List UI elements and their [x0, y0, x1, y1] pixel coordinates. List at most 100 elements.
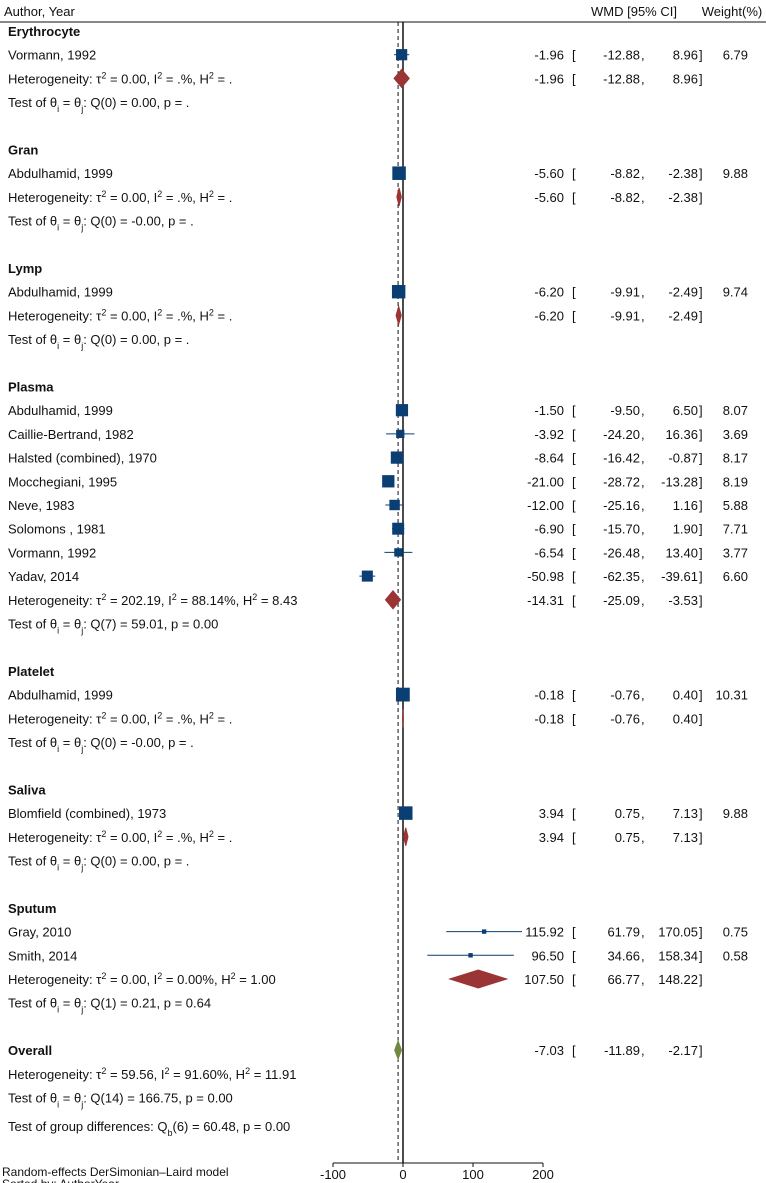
study-ci-bracket-close: ]	[699, 48, 703, 63]
group-summary-ci-bracket-open: [	[572, 830, 576, 845]
x-tick-label: -100	[320, 1167, 346, 1182]
group-summary-ci-comma: ,	[641, 308, 645, 323]
group-summary-diamond	[396, 187, 402, 207]
study-ci-comma: ,	[641, 474, 645, 489]
study-ci-bracket-open: [	[572, 498, 576, 513]
study-ci-bracket-open: [	[572, 403, 576, 418]
group-summary-ci-hi: -2.38	[668, 190, 698, 205]
study-ci-comma: ,	[641, 427, 645, 442]
study-marker	[394, 548, 403, 557]
study-ci-bracket-close: ]	[699, 427, 703, 442]
group-summary-ci-hi: -2.49	[668, 308, 698, 323]
study-ci-est: -5.60	[534, 166, 564, 181]
group-summary-diamond	[393, 68, 410, 89]
group-summary-ci-bracket-close: ]	[699, 190, 703, 205]
study-marker	[392, 166, 406, 180]
overall-ci-lo: -11.89	[604, 1043, 640, 1058]
group-summary-ci-lo: -8.82	[610, 190, 640, 205]
study-label: Halsted (combined), 1970	[8, 451, 157, 466]
study-ci-bracket-open: [	[572, 285, 576, 300]
x-tick-label: 0	[399, 1167, 406, 1182]
group-title: Erythrocyte	[8, 24, 80, 39]
study-label: Solomons , 1981	[8, 522, 106, 537]
study-ci-est: -6.54	[534, 545, 564, 560]
study-ci-est: -3.92	[534, 427, 564, 442]
group-summary-ci-bracket-close: ]	[699, 308, 703, 323]
overall-ci-comma: ,	[641, 1043, 645, 1058]
study-ci-hi: -0.87	[668, 451, 698, 466]
overall-title: Overall	[8, 1043, 52, 1058]
group-heterogeneity: Heterogeneity: τ2 = 0.00, I2 = .%, H2 = …	[8, 710, 232, 726]
study-ci-lo: -0.76	[610, 688, 640, 703]
study-ci-bracket-close: ]	[699, 545, 703, 560]
study-ci-lo: -16.42	[603, 451, 640, 466]
study-ci-comma: ,	[641, 403, 645, 418]
study-weight: 7.71	[723, 522, 748, 537]
study-label: Abdulhamid, 1999	[8, 403, 113, 418]
study-ci-bracket-close: ]	[699, 498, 703, 513]
study-ci-est: -50.98	[527, 569, 564, 584]
group-summary-ci-lo: -0.76	[610, 711, 640, 726]
study-marker	[392, 522, 405, 535]
group-summary-ci-comma: ,	[641, 711, 645, 726]
study-weight: 9.74	[723, 285, 748, 300]
group-summary-ci-bracket-open: [	[572, 593, 576, 608]
study-ci-bracket-open: [	[572, 451, 576, 466]
study-marker	[382, 475, 395, 488]
group-summary-ci-bracket-open: [	[572, 711, 576, 726]
group-summary-ci-hi: 0.40	[673, 711, 698, 726]
group-summary-ci-bracket-open: [	[572, 71, 576, 86]
study-ci-hi: 7.13	[673, 806, 698, 821]
study-ci-est: -12.00	[527, 498, 564, 513]
study-weight: 9.88	[723, 806, 748, 821]
group-summary-ci-lo: -12.88	[603, 71, 640, 86]
study-ci-lo: -8.82	[610, 166, 640, 181]
study-weight: 9.88	[723, 166, 748, 181]
study-ci-hi: 8.96	[673, 48, 698, 63]
group-summary-ci-lo: -25.09	[603, 593, 640, 608]
study-ci-est: -8.64	[534, 451, 564, 466]
study-ci-comma: ,	[641, 522, 645, 537]
group-summary-ci-est: -14.31	[527, 593, 564, 608]
study-ci-lo: -26.48	[603, 545, 640, 560]
study-marker	[389, 499, 400, 511]
study-ci-bracket-close: ]	[699, 403, 703, 418]
study-ci-lo: -9.91	[610, 285, 640, 300]
study-ci-est: -0.18	[534, 688, 564, 703]
group-summary-ci-est: 107.50	[524, 972, 564, 987]
study-ci-bracket-open: [	[572, 806, 576, 821]
group-test: Test of θi = θj: Q(0) = 0.00, p = .	[8, 854, 189, 873]
group-summary-ci-comma: ,	[641, 190, 645, 205]
study-ci-lo: -25.16	[603, 498, 640, 513]
overall-ci-bracket-open: [	[572, 1043, 576, 1058]
study-ci-bracket-open: [	[572, 48, 576, 63]
group-summary-ci-bracket-close: ]	[699, 972, 703, 987]
study-ci-bracket-open: [	[572, 569, 576, 584]
group-summary-ci-est: -5.60	[534, 190, 564, 205]
study-ci-est: -6.90	[534, 522, 564, 537]
study-ci-hi: 1.90	[673, 522, 698, 537]
overall-ci-hi: -2.17	[668, 1043, 698, 1058]
group-heterogeneity: Heterogeneity: τ2 = 0.00, I2 = .%, H2 = …	[8, 307, 232, 323]
study-ci-lo: 34.66	[607, 948, 640, 963]
study-weight: 6.60	[723, 569, 748, 584]
study-marker	[396, 49, 408, 61]
study-ci-hi: 6.50	[673, 403, 698, 418]
group-summary-ci-est: -1.96	[534, 71, 564, 86]
study-marker	[399, 806, 413, 820]
study-weight: 3.77	[723, 545, 748, 560]
study-ci-bracket-open: [	[572, 948, 576, 963]
study-label: Mocchegiani, 1995	[8, 474, 117, 489]
group-summary-diamond	[403, 827, 409, 846]
group-heterogeneity: Heterogeneity: τ2 = 0.00, I2 = .%, H2 = …	[8, 70, 232, 86]
header-weight: Weight(%)	[702, 4, 762, 19]
group-test: Test of θi = θj: Q(7) = 59.01, p = 0.00	[8, 617, 218, 636]
study-ci-est: -21.00	[527, 474, 564, 489]
study-weight: 8.17	[723, 451, 748, 466]
study-ci-hi: 13.40	[665, 545, 698, 560]
study-weight: 8.19	[723, 474, 748, 489]
study-ci-bracket-close: ]	[699, 925, 703, 940]
overall-heterogeneity: Heterogeneity: τ2 = 59.56, I2 = 91.60%, …	[8, 1066, 296, 1082]
group-test: Test of θi = θj: Q(0) = -0.00, p = .	[8, 735, 194, 754]
